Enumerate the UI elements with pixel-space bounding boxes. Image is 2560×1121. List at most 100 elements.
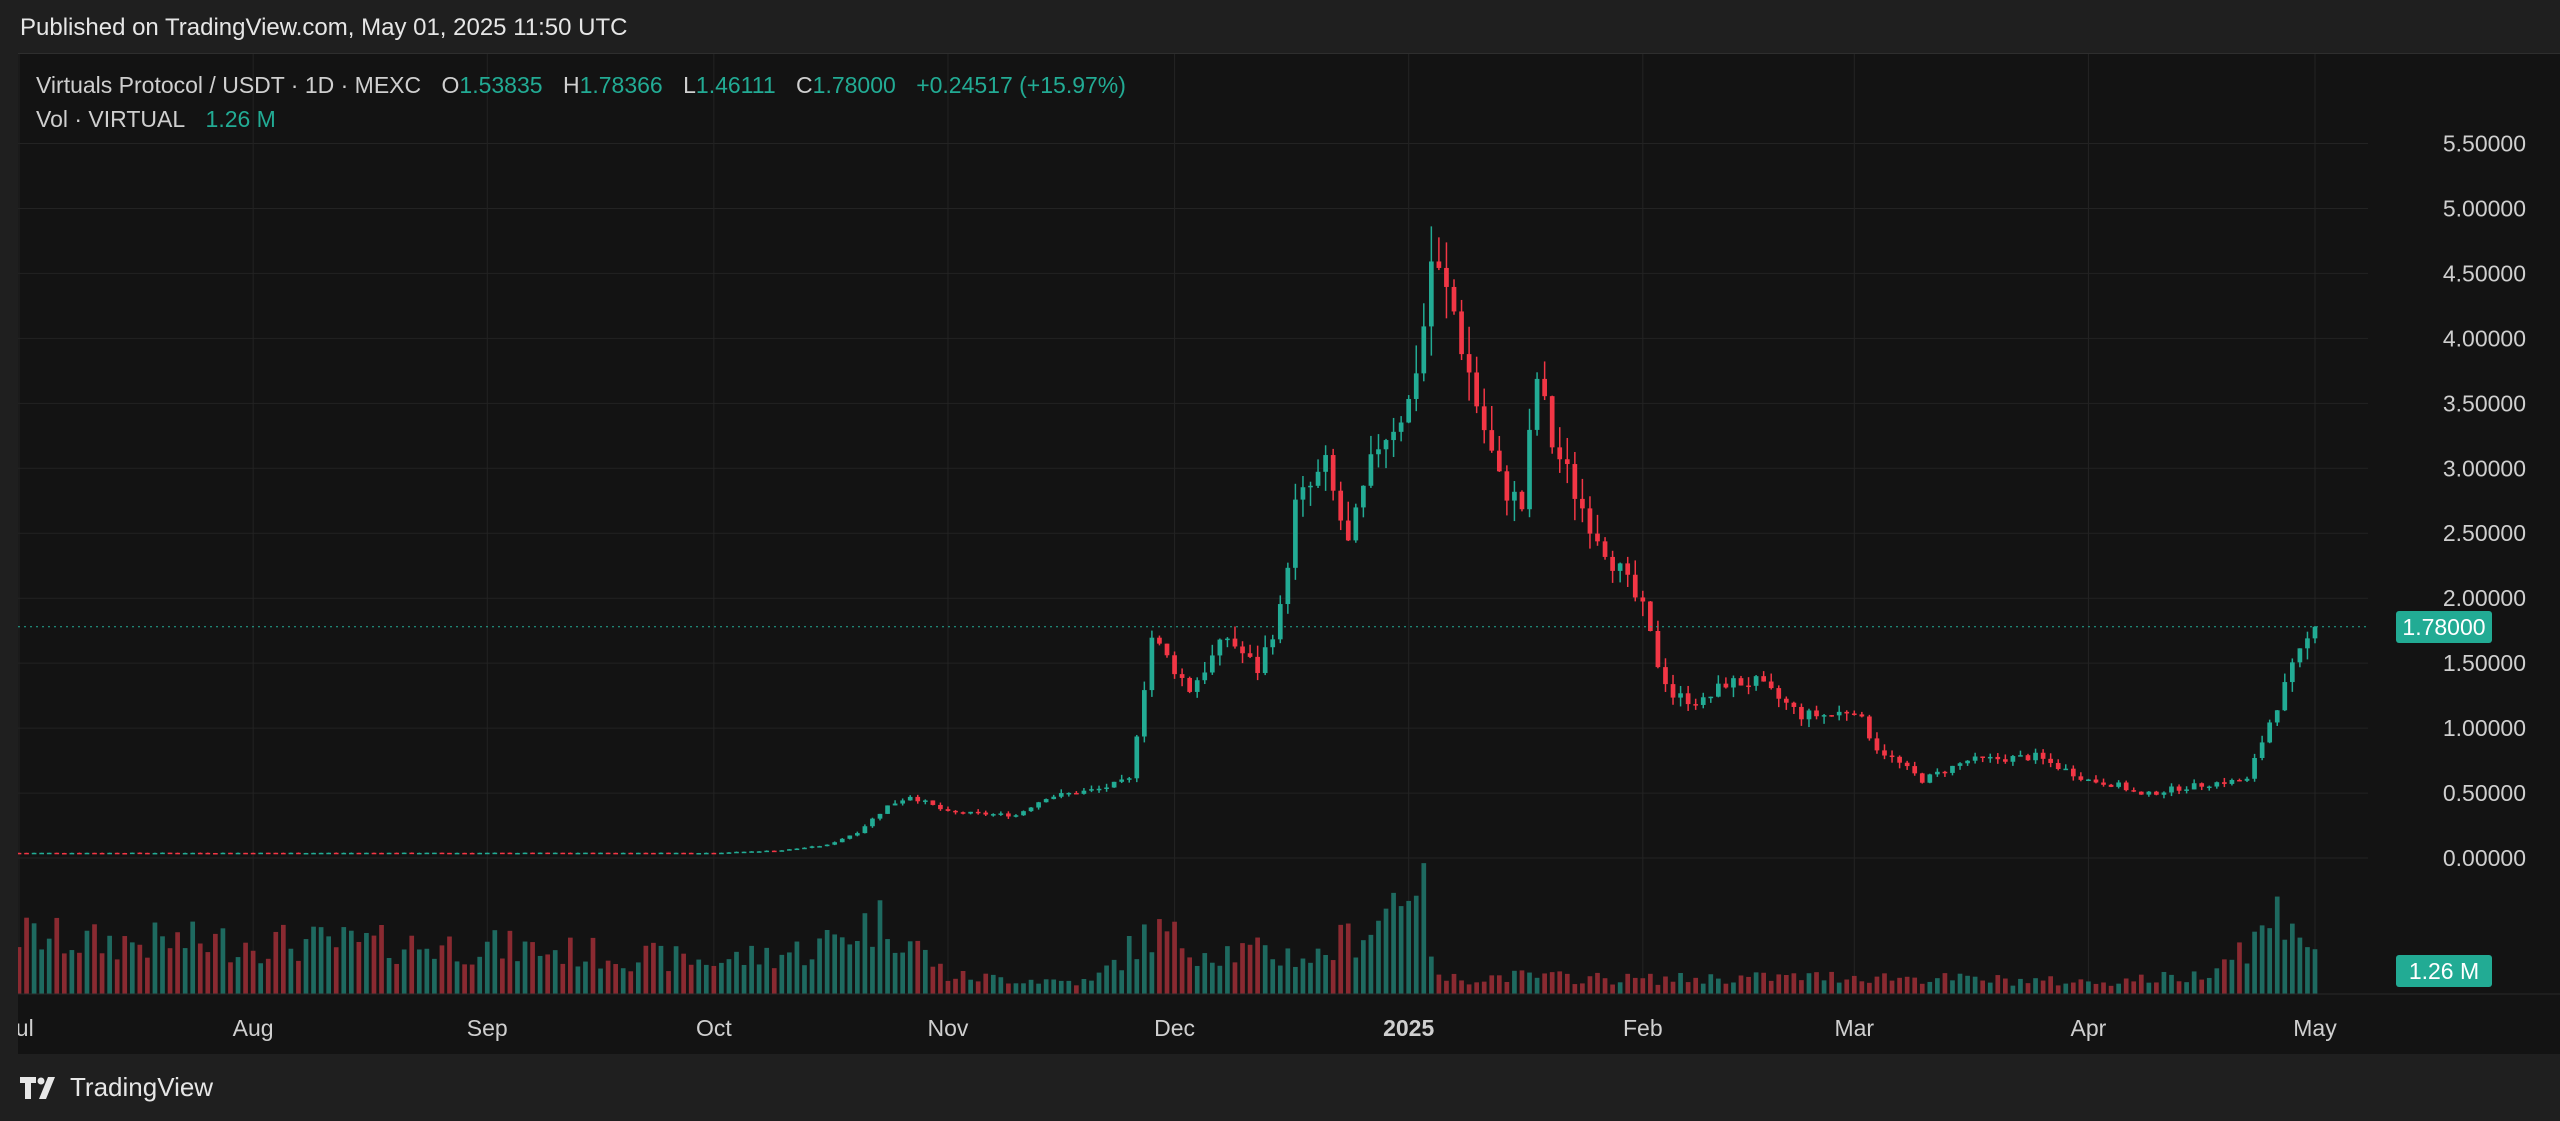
volume-bar [1338,924,1344,994]
candle-body [69,852,75,855]
volume-bar [401,949,407,994]
time-axis: Jul Aug Sep Oct Nov Dec 2025 Feb Mar Apr May [18,993,2560,1041]
candle-body [2244,778,2250,781]
candle-body [1164,643,1170,656]
x-tick-label: 2025 [1383,1015,1434,1041]
candle-body [2259,742,2265,758]
candle-body [1542,378,1547,397]
candle-body [877,813,883,819]
candle-body [1678,693,1683,698]
volume-bar [1398,906,1404,994]
y-tick-label: 0.50000 [2443,780,2526,806]
volume-bar [1436,974,1442,994]
candle-body [1225,638,1230,641]
candle-body [2003,759,2008,762]
candle-body [492,852,498,855]
volume-bar [620,968,626,994]
candle-body [719,852,724,855]
candle-body [1904,762,1910,767]
volume-bar [258,963,264,994]
volume-bar [190,921,196,994]
tradingview-logo[interactable]: TradingView [20,1072,213,1103]
volume-bar [356,941,362,994]
candle-body [620,852,626,855]
volume-bar [945,980,951,994]
volume-bar [114,959,120,994]
volume-bar [2191,971,2197,994]
volume-bar [1965,975,1970,994]
high-label: H [562,72,580,98]
candle-body [2267,722,2273,743]
y-tick-label: 2.00000 [2443,585,2526,611]
volume-bar [61,953,67,994]
volume-bar [1716,978,1721,994]
volume-bar [1209,962,1215,994]
volume-bar [2297,937,2303,994]
candle-body [1006,813,1011,817]
candle-body [1670,684,1676,698]
volume-bar [145,957,150,994]
volume-bar [469,964,475,994]
volume-bar [1859,981,1865,994]
y-tick-label: 1.50000 [2443,650,2526,676]
volume-bar [1330,960,1336,994]
candle-body [2252,757,2257,779]
y-tick-label: 0.00000 [2443,845,2526,871]
volume-bar [998,977,1004,994]
candle-body [2010,756,2016,762]
volume-bar [160,936,165,994]
candle-body [1791,702,1797,707]
candle-body [605,852,611,855]
candle-body [1844,711,1850,714]
volume-bar [341,927,347,994]
volume-bar [1157,919,1162,994]
volume-bar [1323,955,1328,994]
candle-body [1036,802,1041,808]
volume-bar [1036,983,1041,994]
candle-body [1557,447,1563,460]
candle-body [273,852,279,855]
candle-body [915,796,921,802]
volume-bar [1527,972,1532,994]
candle-body [379,852,384,855]
volume-bar [1134,959,1140,994]
volume-bar [1549,972,1555,994]
volume-bar [1791,973,1797,994]
volume-bar [2305,947,2310,994]
candle-body [2274,710,2280,723]
candle-body [960,812,966,814]
candle-body [1927,774,1933,783]
volume-bar [1776,974,1782,994]
volume-bar [175,932,180,994]
volume-bar [31,923,37,994]
candle-body [18,852,22,855]
x-tick-label: Nov [928,1015,969,1041]
candle-body [900,800,905,804]
volume-bar [364,932,369,994]
volume-bar [1829,971,1834,994]
y-tick-label: 4.50000 [2443,260,2526,286]
candle-body [1851,713,1857,715]
candle-body [2108,784,2114,787]
volume-bar [152,922,158,994]
volume-bar [1240,943,1245,994]
candle-body [394,852,399,855]
candle-body [537,852,543,855]
candle-body [1595,533,1600,542]
chart-pane[interactable]: 5.50000 5.00000 4.50000 4.00000 3.50000 3.000… [18,53,2560,1054]
candle-body [824,844,830,847]
candle-body [1028,807,1034,812]
candlestick-chart[interactable]: 5.50000 5.00000 4.50000 4.00000 3.50000 3.000… [18,54,2560,1054]
candle-body [296,852,301,855]
volume-bar [1663,976,1668,994]
candle-body [1504,471,1510,501]
candle-body [1527,429,1532,510]
candle-body [1942,771,1948,774]
volume-bar [862,913,868,994]
candle-body [2025,755,2031,761]
candle-body [953,810,958,813]
volume-bar [2229,959,2235,994]
candle-body [1776,688,1782,699]
candle-body [2070,768,2076,777]
candle-body [1247,653,1253,657]
